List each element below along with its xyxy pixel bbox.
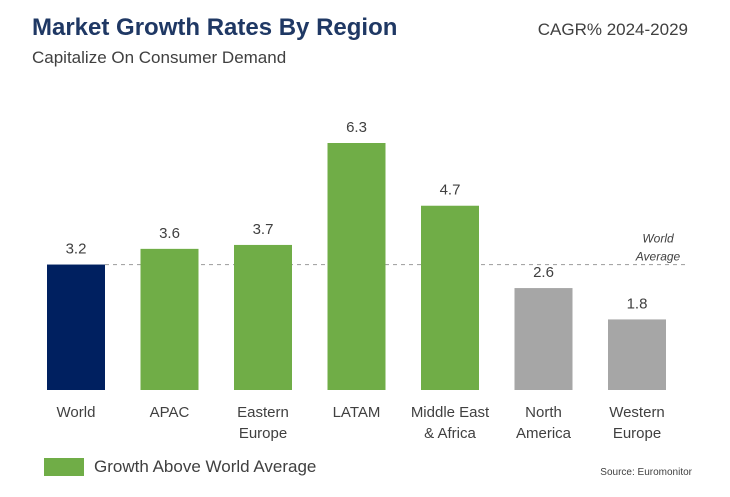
world-average-label: World Average bbox=[635, 232, 681, 264]
bar-5 bbox=[514, 288, 573, 390]
bar-4 bbox=[421, 205, 479, 390]
source-note: Source: Euromonitor bbox=[600, 467, 692, 478]
category-label-1: APAC bbox=[150, 404, 190, 421]
legend: Growth Above World Average bbox=[44, 457, 316, 477]
category-label-0: World bbox=[57, 404, 96, 421]
legend-swatch-above bbox=[44, 458, 84, 476]
bar-6 bbox=[608, 319, 666, 390]
legend-label: Growth Above World Average bbox=[94, 457, 317, 476]
value-label-4: 4.7 bbox=[440, 182, 461, 199]
period-label: CAGR% 2024-2029 bbox=[537, 20, 688, 39]
value-label-1: 3.6 bbox=[159, 225, 180, 242]
value-label-2: 3.7 bbox=[253, 221, 274, 238]
value-label-6: 1.8 bbox=[627, 295, 648, 312]
value-label-3: 6.3 bbox=[346, 119, 367, 136]
chart-subtitle: Capitalize On Consumer Demand bbox=[32, 48, 287, 67]
bar-2 bbox=[234, 244, 292, 390]
category-label-5: North America bbox=[516, 404, 572, 442]
value-label-0: 3.2 bbox=[66, 241, 87, 258]
category-label-2: Eastern Europe bbox=[237, 404, 289, 442]
chart-title: Market Growth Rates By Region bbox=[32, 14, 398, 41]
value-label-5: 2.6 bbox=[533, 264, 554, 281]
bar-0 bbox=[47, 264, 105, 390]
bar-1 bbox=[140, 248, 199, 390]
category-label-3: LATAM bbox=[333, 404, 381, 421]
bar-3 bbox=[327, 143, 386, 390]
category-label-4: Middle East & Africa bbox=[411, 404, 490, 442]
category-label-6: Western Europe bbox=[609, 404, 665, 442]
